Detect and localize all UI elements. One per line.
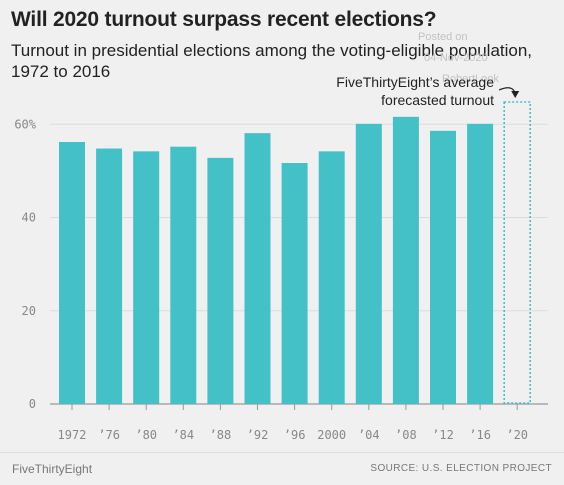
bar (281, 162, 308, 404)
x-tick-label: ’04 (358, 428, 380, 442)
watermark-posted-on: Posted on (418, 31, 468, 43)
bar (96, 148, 123, 404)
footer-brand: FiveThirtyEight (12, 462, 93, 476)
bar (318, 151, 345, 404)
bar (430, 130, 456, 404)
x-tick-label: 1972 (58, 428, 87, 442)
x-tick-label: ’80 (135, 428, 157, 442)
x-tick-label: ’76 (98, 428, 120, 442)
forecast-annotation: FiveThirtyEight’s average forecasted tur… (336, 73, 494, 109)
chart-title: Will 2020 turnout surpass recent electio… (11, 8, 437, 31)
x-tick-label: ’08 (395, 428, 417, 442)
bar (392, 116, 419, 404)
watermark-author: RobertLook (442, 73, 499, 85)
bar (244, 133, 271, 404)
y-tick-label: 40 (22, 211, 36, 225)
footer-source: SOURCE: U.S. ELECTION PROJECT (370, 463, 552, 474)
x-tick-labels: 1972 ’76 ’80 ’84 ’88 ’92 ’96 2000 ’04 ’08 ’12 ’16 ’2… (58, 404, 528, 442)
x-tick-label: ’92 (247, 428, 269, 442)
x-tick-label: ’96 (284, 428, 306, 442)
bar (133, 151, 160, 404)
x-tick-label: ’16 (469, 428, 491, 442)
chart-subtitle: Turnout in presidential elections among … (11, 41, 533, 81)
forecast-bar (503, 101, 532, 404)
bar (59, 142, 85, 404)
annotation-arrowhead (511, 91, 520, 98)
annotation-line-2: forecasted turnout (381, 92, 494, 108)
x-tick-label: ’88 (210, 428, 232, 442)
x-tick-label: ’84 (172, 428, 194, 442)
bar (207, 157, 234, 404)
x-tick-label: ’12 (432, 428, 454, 442)
y-tick-label: 20 (22, 304, 36, 318)
y-tick-label: 0 (29, 397, 36, 411)
annotation-line-1: FiveThirtyEight’s average (336, 74, 494, 90)
bar (355, 123, 382, 404)
y-tick-label: 60% (14, 117, 36, 131)
x-tick-label: 2000 (317, 428, 346, 442)
bars (59, 101, 532, 404)
bar (170, 146, 197, 404)
watermark-date: 04-Nov-2020 (424, 52, 488, 64)
bar (467, 123, 494, 404)
watermark: Posted on 04-Nov-2020 RobertLook (412, 27, 532, 90)
footer-divider (0, 452, 564, 453)
x-tick-label: ’20 (506, 428, 528, 442)
y-tick-labels: 0 20 40 60% (14, 117, 36, 411)
